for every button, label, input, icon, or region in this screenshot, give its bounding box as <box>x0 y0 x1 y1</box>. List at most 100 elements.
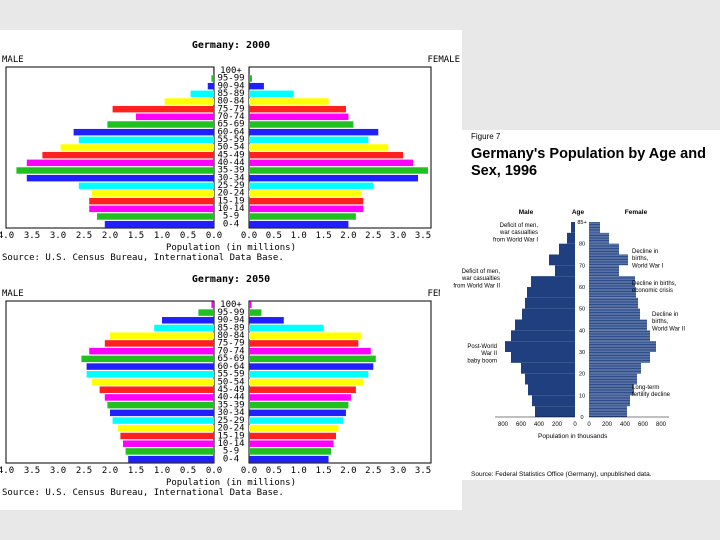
male-bar-65-69 <box>81 355 215 363</box>
female-bar-age-50 <box>589 297 638 309</box>
age-label: 5-9 <box>223 212 239 222</box>
female-bar-55-59 <box>249 136 369 144</box>
x-tick-label: 3.0 <box>50 466 66 476</box>
age-label: 25-29 <box>217 181 244 191</box>
female-bar-70-74 <box>249 113 349 121</box>
x-tick-label: 3.5 <box>415 231 431 241</box>
age-label: 60-64 <box>217 127 244 137</box>
x-tick-label: 0.5 <box>180 466 196 476</box>
male-bar-60-64 <box>73 128 214 136</box>
age-label: 55-59 <box>217 370 244 380</box>
female-bar-45-49 <box>249 151 404 159</box>
male-label: Male <box>519 209 534 216</box>
annotation-fertility: Long-term fertility decline <box>632 385 671 398</box>
age-label: 45-49 <box>217 150 244 160</box>
age-tick-label: 10 <box>579 393 585 399</box>
x-tick-label: 2.5 <box>76 231 92 241</box>
male-bar-30-34 <box>26 174 214 182</box>
male-bar-age-75 <box>559 243 575 255</box>
x-tick-label: 1.5 <box>315 231 331 241</box>
age-tick-label: 80 <box>579 242 585 248</box>
male-bar-75-79 <box>112 105 214 113</box>
age-label: 35-39 <box>217 400 244 410</box>
age-tick-label: 85+ <box>577 220 586 226</box>
male-bar-75-79 <box>104 340 214 347</box>
x-tick-label: 0.0 <box>206 466 222 476</box>
x-tick-label: 3.5 <box>24 231 40 241</box>
female-bar-age-35 <box>589 330 650 342</box>
female-bar-55-59 <box>249 371 369 378</box>
female-bar-10-14 <box>249 440 334 447</box>
age-label: 100+ <box>220 300 242 310</box>
female-bar-70-74 <box>249 347 371 355</box>
pyramid-panel-2050: Germany: 2050MALEFEMALE0-45-910-1415-192… <box>0 265 462 510</box>
female-bar-age-40 <box>589 319 647 331</box>
female-bar-95-99 <box>249 309 262 316</box>
male-x-tick: 0 <box>573 422 577 428</box>
female-bar-65-69 <box>249 121 354 128</box>
x-tick-label: 0.0 <box>241 231 257 241</box>
male-bar-25-29 <box>112 417 214 424</box>
x-tick-label: 3.0 <box>50 231 66 241</box>
male-x-tick: 400 <box>534 422 545 428</box>
annotation-ww1-men: Deficit of men, war casualties from World … <box>493 223 538 243</box>
source-text-2000: Source: U.S. Census Bureau, Internationa… <box>2 253 284 263</box>
male-bar-35-39 <box>16 167 215 174</box>
male-bar-10-14 <box>123 440 214 447</box>
female-bar-age-80 <box>589 232 609 244</box>
male-bar-age-25 <box>511 352 575 363</box>
age-label: 75-79 <box>217 339 244 349</box>
female-bar-60-64 <box>249 363 374 370</box>
age-tick-label: 0 <box>580 415 583 421</box>
chart-title-2000: Germany: 2000 <box>192 40 270 51</box>
age-label: 70-74 <box>217 346 244 356</box>
age-label: 70-74 <box>217 112 244 122</box>
male-bar-age-0 <box>535 406 575 417</box>
age-label: 10-14 <box>217 204 244 214</box>
age-label: 60-64 <box>217 362 244 372</box>
female-bar-age-70 <box>589 254 628 266</box>
pyramid-panel-2000: Germany: 2000 MALE FEMALE 0-4 5-9 10-14 15-19 2… <box>0 30 462 300</box>
x-tick-label: 3.5 <box>415 466 431 476</box>
x-axis-label-2000: Population (in millions) <box>166 243 296 253</box>
male-bar-age-70 <box>549 254 575 266</box>
female-bar-50-54 <box>249 378 364 386</box>
female-bar-85-89 <box>249 90 294 98</box>
male-bar-70-74 <box>89 347 214 355</box>
female-bar-75-79 <box>249 105 346 113</box>
female-bar-0-4 <box>249 455 329 463</box>
male-bar-0-4 <box>128 455 214 463</box>
female-x-tick: 800 <box>656 422 667 428</box>
female-bar-90-94 <box>249 317 284 324</box>
x-tick-label: 3.0 <box>390 231 406 241</box>
female-bar-30-34 <box>249 409 346 417</box>
male-bar-55-59 <box>86 371 214 378</box>
age-label: 95-99 <box>217 308 244 318</box>
female-bar-age-60 <box>589 276 635 287</box>
male-bar-5-9 <box>97 213 214 220</box>
male-bar-70-74 <box>136 113 214 121</box>
male-x-tick: 600 <box>516 422 527 428</box>
female-bar-age-45 <box>589 308 640 320</box>
pyramid-2050-svg: Germany: 2050MALEFEMALE0-45-910-1415-192… <box>0 274 460 498</box>
female-bar-25-29 <box>249 417 344 424</box>
age-label: 0-4 <box>223 454 239 464</box>
female-label-2000: FEMALE <box>427 55 460 65</box>
figure-title: Germany's Population by Age and Sex, 1996 <box>471 146 706 179</box>
x-tick-label: 1.0 <box>154 466 170 476</box>
female-bar-20-24 <box>249 190 361 197</box>
female-bar-age-30 <box>589 341 656 352</box>
female-bar-age-5 <box>589 395 630 407</box>
x-tick-label: 2.5 <box>365 231 381 241</box>
female-bar-0-4 <box>249 220 349 228</box>
male-bar-age-65 <box>555 265 575 277</box>
male-bar-age-15 <box>525 373 575 385</box>
male-bar-age-35 <box>511 330 575 342</box>
age-label: 90-94 <box>217 316 244 326</box>
age-label: 65-69 <box>217 354 244 364</box>
female-bar-35-39 <box>249 401 349 409</box>
female-bar-40-44 <box>249 159 414 167</box>
male-bar-80-84 <box>164 98 214 105</box>
x-tick-label: 2.5 <box>365 466 381 476</box>
male-bar-age-30 <box>505 341 575 352</box>
